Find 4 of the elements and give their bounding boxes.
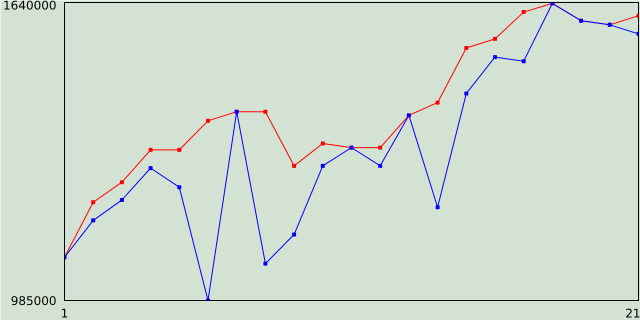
- y-tick-label: 1640000: [3, 0, 57, 12]
- x-tick-label: 1: [60, 306, 68, 320]
- x-tick-label: 21: [625, 306, 640, 320]
- y-tick-label: 985000: [10, 294, 57, 308]
